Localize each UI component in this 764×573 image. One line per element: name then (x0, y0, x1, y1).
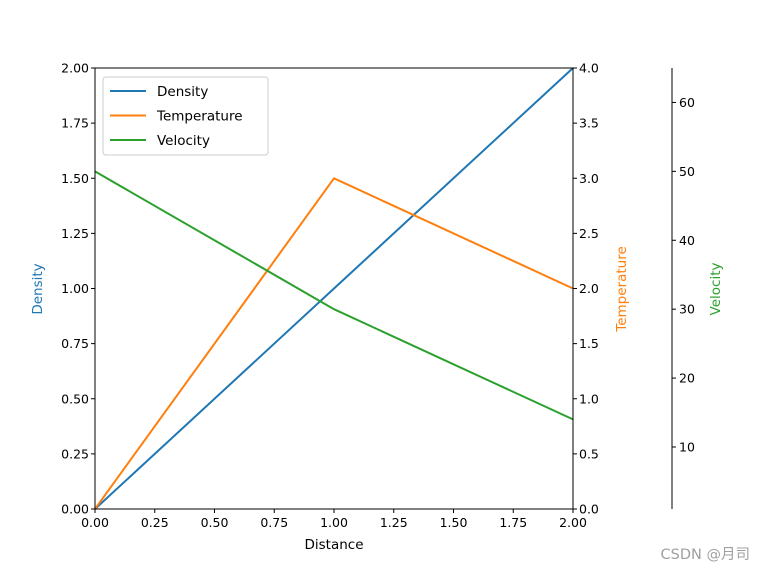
density-axis-title: Density (30, 263, 46, 314)
density-tick-label: 1.75 (61, 116, 89, 131)
legend-label-velocity: Velocity (157, 133, 210, 149)
temperature-tick-label: 3.5 (579, 116, 599, 131)
ticks-layer: 0.00 0.25 0.50 0.75 1.00 1.25 1.50 1.75 2.000.00… (61, 61, 695, 531)
velocity-tick-label: 50 (679, 164, 695, 179)
temperature-tick-label: 1.5 (579, 336, 599, 351)
density-tick-label: 1.25 (61, 226, 89, 241)
x-tick-label: 1.75 (499, 515, 527, 530)
x-tick-label: 0.25 (141, 515, 169, 530)
legend-label-density: Density (157, 84, 208, 100)
velocity-tick-label: 10 (679, 439, 695, 454)
legend-box (102, 76, 269, 156)
velocity-tick-label: 20 (679, 371, 695, 386)
series-line-temperature (94, 177, 574, 510)
x-tick-label: 0.00 (81, 515, 109, 530)
density-tick-label: 1.00 (61, 281, 89, 296)
density-tick-label: 1.50 (61, 171, 89, 186)
series-line-density (94, 67, 574, 510)
legend: Density Temperature Velocity (102, 76, 269, 156)
density-tick-label: 0.50 (61, 391, 89, 406)
x-tick-label: 2.00 (559, 515, 587, 530)
x-tick-label: 1.00 (320, 515, 348, 530)
temperature-tick-label: 2.0 (579, 281, 599, 296)
x-axis-title: Distance (304, 537, 363, 553)
x-tick-label: 0.50 (201, 515, 229, 530)
watermark-text: CSDN @月司 (661, 547, 750, 563)
velocity-tick-label: 60 (679, 95, 695, 110)
series-line-velocity (94, 170, 574, 421)
velocity-tick-label: 30 (679, 302, 695, 317)
temperature-tick-label: 2.5 (579, 226, 599, 241)
density-tick-label: 0.75 (61, 336, 89, 351)
density-tick-label: 0.00 (61, 502, 89, 517)
temperature-tick-label: 4.0 (579, 61, 599, 76)
x-tick-label: 1.50 (440, 515, 468, 530)
temperature-tick-label: 1.0 (579, 391, 599, 406)
density-tick-label: 0.25 (61, 446, 89, 461)
series-layer (94, 67, 574, 510)
temperature-tick-label: 0.5 (579, 446, 599, 461)
x-tick-label: 0.75 (260, 515, 288, 530)
temperature-axis-title: Temperature (614, 246, 630, 333)
density-tick-label: 2.00 (61, 61, 89, 76)
legend-label-temperature: Temperature (156, 109, 243, 125)
velocity-tick-label: 40 (679, 233, 695, 248)
velocity-axis-title: Velocity (708, 263, 724, 316)
temperature-tick-label: 0.0 (579, 502, 599, 517)
x-tick-label: 1.25 (380, 515, 408, 530)
temperature-tick-label: 3.0 (579, 171, 599, 186)
